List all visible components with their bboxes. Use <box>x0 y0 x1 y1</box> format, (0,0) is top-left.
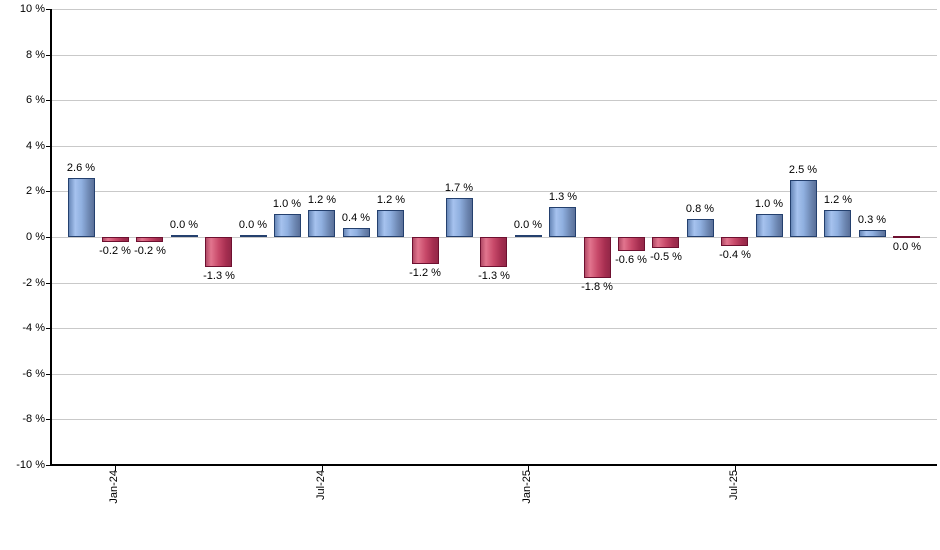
x-axis-line <box>50 464 937 466</box>
bar-value-label-Jul-24: 1.2 % <box>307 194 337 206</box>
x-axis-label-Jul-24: Jul-24 <box>315 470 327 500</box>
y-axis-line <box>50 9 52 466</box>
x-axis-tick-Jan-24 <box>115 464 116 471</box>
bar-value-label-Dec-24: -1.3 % <box>478 270 510 282</box>
bar-Feb-25 <box>549 207 576 237</box>
bar-Mar-25 <box>584 237 611 278</box>
bar-Sep-25 <box>790 180 817 237</box>
y-axis-tick-8 <box>46 55 50 56</box>
bar-Jul-24 <box>308 210 335 237</box>
x-axis-label-Jul-25: Jul-25 <box>728 470 740 500</box>
bar-Jan-25 <box>515 235 542 237</box>
gridline--6 <box>50 374 937 375</box>
bar-value-label-Apr-24: -1.3 % <box>203 270 235 282</box>
gridline--2 <box>50 283 937 284</box>
bar-Mar-24 <box>171 235 198 237</box>
x-axis-tick-Jul-25 <box>735 464 736 471</box>
gridline--4 <box>50 328 937 329</box>
gridline-10 <box>50 9 937 10</box>
bar-value-label-Jan-25: 0.0 % <box>513 219 543 231</box>
y-axis-tick-6 <box>46 100 50 101</box>
bar-value-label-Sep-24: 1.2 % <box>376 194 406 206</box>
bar-value-label-Jul-25: -0.4 % <box>719 249 751 261</box>
bar-value-label-Sep-25: 2.5 % <box>788 164 818 176</box>
bar-value-label-Nov-24: 1.7 % <box>444 182 474 194</box>
bar-Apr-24 <box>205 237 232 267</box>
gridline-8 <box>50 55 937 56</box>
gridline-6 <box>50 100 937 101</box>
y-axis-label: -8 % <box>22 413 45 425</box>
bar-value-label-Feb-25: 1.3 % <box>548 191 578 203</box>
y-axis-label: 8 % <box>26 49 45 61</box>
bar-Oct-24 <box>412 237 439 264</box>
bar-Dec-23 <box>68 178 95 237</box>
bar-value-label-May-25: -0.5 % <box>650 251 682 263</box>
x-axis-label-Jan-25: Jan-25 <box>521 470 533 504</box>
bar-value-label-Dec-25: 0.0 % <box>892 241 922 253</box>
bar-Aug-25 <box>756 214 783 237</box>
y-axis-label: 2 % <box>26 185 45 197</box>
x-axis-tick-Jul-24 <box>322 464 323 471</box>
y-axis-tick--2 <box>46 283 50 284</box>
y-axis-label: -2 % <box>22 277 45 289</box>
bar-value-label-Nov-25: 0.3 % <box>857 214 887 226</box>
bar-value-label-Mar-25: -1.8 % <box>581 281 613 293</box>
y-axis-tick-0 <box>46 237 50 238</box>
y-axis-tick-2 <box>46 191 50 192</box>
bar-value-label-Dec-23: 2.6 % <box>66 162 96 174</box>
bar-value-label-Jun-24: 1.0 % <box>272 198 302 210</box>
x-axis-tick-Jan-25 <box>528 464 529 471</box>
y-axis-label: 0 % <box>26 231 45 243</box>
y-axis-label: -10 % <box>16 459 45 471</box>
bar-Nov-25 <box>859 230 886 237</box>
bar-value-label-May-24: 0.0 % <box>238 219 268 231</box>
bar-May-25 <box>652 237 679 248</box>
y-axis-label: 10 % <box>19 3 45 15</box>
bar-Dec-24 <box>480 237 507 267</box>
y-axis-label: 6 % <box>26 94 45 106</box>
y-axis-tick--10 <box>46 465 50 466</box>
bar-value-label-Aug-25: 1.0 % <box>754 198 784 210</box>
x-axis-label-Jan-24: Jan-24 <box>108 470 120 504</box>
bar-Apr-25 <box>618 237 645 251</box>
bar-Nov-24 <box>446 198 473 237</box>
gridline-4 <box>50 146 937 147</box>
bar-value-label-Aug-24: 0.4 % <box>341 212 371 224</box>
bar-value-label-Feb-24: -0.2 % <box>134 245 166 257</box>
y-axis-label: 4 % <box>26 140 45 152</box>
bar-Sep-24 <box>377 210 404 237</box>
y-axis-tick-10 <box>46 9 50 10</box>
y-axis-tick--6 <box>46 374 50 375</box>
bar-Dec-25 <box>893 236 920 238</box>
gridline--8 <box>50 419 937 420</box>
y-axis-tick--8 <box>46 419 50 420</box>
y-axis-tick--4 <box>46 328 50 329</box>
bar-Feb-24 <box>136 237 163 242</box>
bar-value-label-Jan-24: -0.2 % <box>99 245 131 257</box>
y-axis-tick-4 <box>46 146 50 147</box>
bar-value-label-Oct-24: -1.2 % <box>409 267 441 279</box>
bar-value-label-Oct-25: 1.2 % <box>823 194 853 206</box>
bar-Jul-25 <box>721 237 748 246</box>
bar-Jun-24 <box>274 214 301 237</box>
y-axis-label: -6 % <box>22 368 45 380</box>
gridline-2 <box>50 191 937 192</box>
bar-value-label-Jun-25: 0.8 % <box>685 203 715 215</box>
bar-May-24 <box>240 235 267 237</box>
bar-Aug-24 <box>343 228 370 237</box>
bar-value-label-Apr-25: -0.6 % <box>615 254 647 266</box>
y-axis-label: -4 % <box>22 322 45 334</box>
bar-Jan-24 <box>102 237 129 242</box>
bar-Oct-25 <box>824 210 851 237</box>
bar-Jun-25 <box>687 219 714 237</box>
bar-value-label-Mar-24: 0.0 % <box>169 219 199 231</box>
